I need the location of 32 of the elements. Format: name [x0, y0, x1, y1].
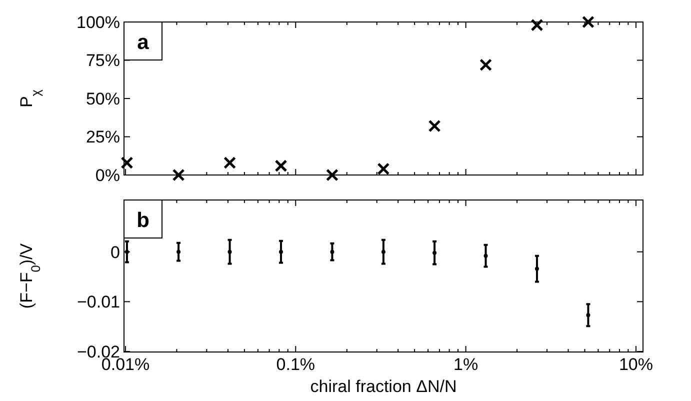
point [278, 250, 283, 254]
point [484, 254, 488, 258]
point [480, 58, 492, 72]
point [381, 250, 386, 254]
point [330, 250, 334, 254]
point [172, 168, 185, 182]
y-tick-label: 0% [95, 166, 120, 185]
point [582, 16, 594, 28]
point [534, 266, 539, 271]
point [377, 162, 390, 176]
point [326, 168, 338, 182]
point [176, 250, 181, 254]
y-tick-label: 50% [86, 89, 120, 108]
y-tick-label: 75% [86, 51, 120, 70]
point [428, 120, 441, 132]
y-tick-label: 0 [110, 242, 120, 262]
x-axis-title: chiral fraction ΔN/N [310, 377, 457, 396]
x-tick-label: 0.1% [276, 355, 316, 374]
point [530, 18, 544, 32]
point [274, 160, 288, 172]
y-tick-label: −0.01 [76, 292, 120, 312]
point [228, 250, 232, 254]
point [224, 156, 236, 170]
annotation: b [136, 209, 150, 232]
y-tick-label: 100% [76, 12, 120, 32]
y-tick-label: 25% [86, 128, 120, 147]
x-tick-label: 1% [454, 355, 478, 374]
point [586, 313, 590, 318]
point [432, 250, 437, 255]
x-tick-label: 10% [618, 355, 653, 374]
point [120, 156, 134, 170]
annotation: a [137, 31, 150, 54]
